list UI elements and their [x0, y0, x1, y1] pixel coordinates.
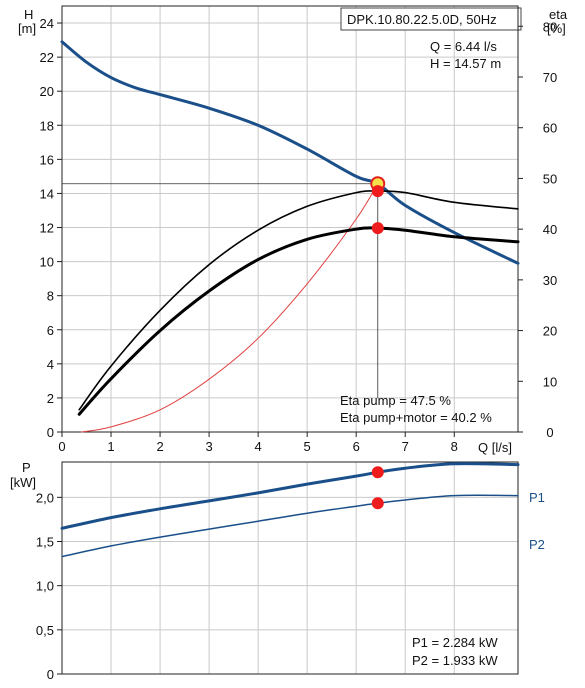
power-tick-label: 0	[47, 667, 54, 682]
eta-axis-label-line1: eta	[549, 7, 568, 22]
head-axis-label-line2: [m]	[18, 21, 36, 36]
eta-point-marker	[371, 222, 384, 235]
curve-eta_pump	[78, 190, 519, 411]
curve-eta_pump_motor	[77, 226, 520, 416]
x-tick-label: 0	[58, 439, 65, 454]
p2-legend-label: P2	[529, 537, 545, 552]
x-tick-label: 6	[353, 439, 360, 454]
power-tick-label: 1,0	[36, 579, 54, 594]
power-tick-label: 0,5	[36, 623, 54, 638]
x-tick-label: 7	[402, 439, 409, 454]
curve-p2	[61, 494, 519, 558]
bottom-plot-frame	[61, 461, 519, 675]
head-tick-label: 20	[40, 84, 54, 99]
power-axis-label-line1: P	[22, 460, 31, 475]
eta-tick-label: 50	[543, 171, 557, 186]
eta-tick-label: 40	[543, 222, 557, 237]
flow-readout: Q = 6.44 l/s	[430, 39, 497, 54]
x-tick-label: 8	[451, 439, 458, 454]
power-point-marker	[371, 497, 384, 510]
eta-tick-label: 30	[543, 273, 557, 288]
power-axis-label-line2: [kW]	[10, 475, 36, 490]
eta-tick-label: 0	[546, 425, 553, 440]
eta-point-marker	[371, 185, 384, 198]
p1-legend-label: P1	[529, 490, 545, 505]
eta-tick-label: 20	[543, 324, 557, 339]
head-tick-label: 0	[47, 425, 54, 440]
flow-axis-label: Q [l/s]	[478, 440, 512, 455]
power-tick-label: 2,0	[36, 490, 54, 505]
x-tick-label: 3	[205, 439, 212, 454]
model-title: DPK.10.80.22.5.0D, 50Hz	[347, 12, 497, 27]
top-plot-frame	[61, 5, 519, 433]
head-tick-label: 14	[40, 186, 54, 201]
bottom-chart: P [kW] P1 = 2.284 kW P2 = 1.933 kW P1 P2…	[10, 460, 545, 682]
curve-head	[60, 40, 520, 265]
power-point-marker	[371, 466, 384, 479]
x-tick-label: 4	[255, 439, 262, 454]
x-tick-label: 2	[156, 439, 163, 454]
curve-system	[81, 183, 379, 433]
eta-tick-label: 60	[543, 121, 557, 136]
head-tick-label: 18	[40, 118, 54, 133]
head-tick-label: 10	[40, 255, 54, 270]
x-tick-label: 1	[107, 439, 114, 454]
eta-tick-label: 80	[543, 19, 557, 34]
head-tick-label: 6	[47, 323, 54, 338]
eta-axis-label-line2: [%]	[547, 21, 566, 36]
x-tick-label: 5	[304, 439, 311, 454]
model-title-box	[340, 7, 522, 31]
head-tick-label: 16	[40, 152, 54, 167]
p2-readout: P2 = 1.933 kW	[412, 653, 498, 668]
top-chart: H [m] eta [%] DPK.10.80.22.5.0D, 50Hz Q …	[18, 5, 568, 455]
head-tick-label: 2	[47, 391, 54, 406]
p1-readout: P1 = 2.284 kW	[412, 635, 498, 650]
head-tick-label: 8	[47, 289, 54, 304]
head-tick-label: 12	[40, 221, 54, 236]
head-tick-label: 24	[40, 16, 54, 31]
eta-tick-label: 70	[543, 70, 557, 85]
head-tick-label: 22	[40, 50, 54, 65]
head-tick-label: 4	[47, 357, 54, 372]
head-axis-label-line1: H	[24, 7, 33, 22]
power-tick-label: 1,5	[36, 535, 54, 550]
curve-p1	[60, 462, 520, 530]
head-readout: H = 14.57 m	[430, 56, 501, 71]
eta-pump-motor-readout: Eta pump+motor = 40.2 %	[340, 410, 492, 425]
eta-pump-readout: Eta pump = 47.5 %	[340, 393, 451, 408]
eta-tick-label: 10	[543, 374, 557, 389]
